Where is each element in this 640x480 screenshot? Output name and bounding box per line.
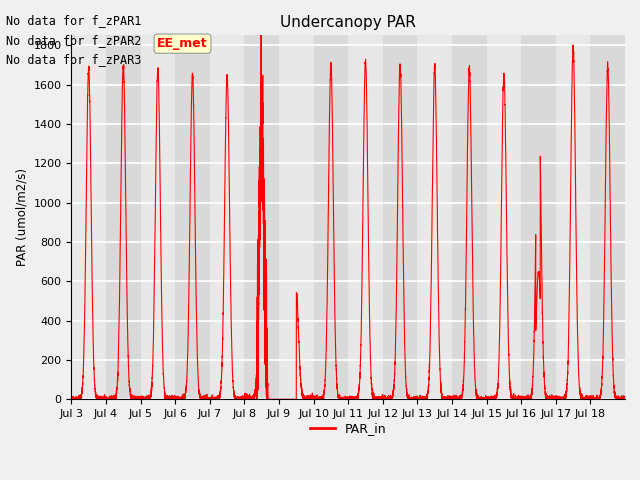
- Bar: [521, 36, 556, 399]
- Bar: [244, 36, 279, 399]
- Bar: [383, 36, 417, 399]
- Bar: [175, 36, 210, 399]
- Title: Undercanopy PAR: Undercanopy PAR: [280, 15, 416, 30]
- Text: No data for f_zPAR2: No data for f_zPAR2: [6, 34, 142, 47]
- Text: No data for f_zPAR1: No data for f_zPAR1: [6, 14, 142, 27]
- Text: No data for f_zPAR3: No data for f_zPAR3: [6, 53, 142, 66]
- Bar: [106, 36, 141, 399]
- Legend: PAR_in: PAR_in: [305, 417, 392, 440]
- Bar: [314, 36, 348, 399]
- Y-axis label: PAR (umol/m2/s): PAR (umol/m2/s): [15, 168, 28, 266]
- Text: EE_met: EE_met: [157, 37, 208, 50]
- Bar: [452, 36, 486, 399]
- Bar: [591, 36, 625, 399]
